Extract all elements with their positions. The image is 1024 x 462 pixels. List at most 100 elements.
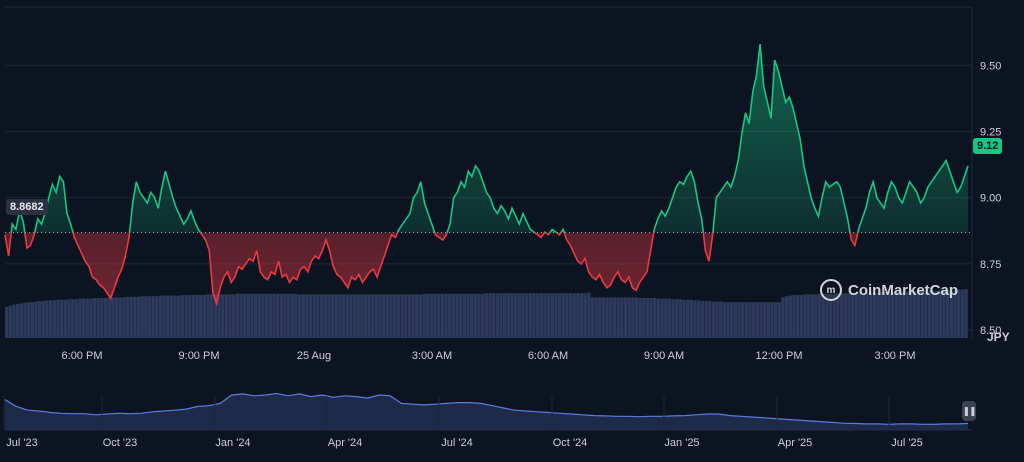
navigator-tick-label: Jan '25 xyxy=(664,437,699,449)
volume-bar xyxy=(773,302,778,338)
volume-bar xyxy=(283,293,287,338)
volume-bar xyxy=(722,302,727,338)
volume-bar xyxy=(275,293,280,338)
volume-bar xyxy=(345,294,349,338)
volume-bar xyxy=(598,297,602,338)
volume-bar xyxy=(843,293,847,338)
volume-bar xyxy=(52,300,56,338)
volume-bar xyxy=(122,297,126,338)
volume-bar xyxy=(949,290,954,338)
volume-bar xyxy=(528,293,532,338)
volume-bar xyxy=(26,302,31,338)
volume-bar xyxy=(561,293,565,338)
coinmarketcap-icon: m xyxy=(820,279,842,301)
volume-bar xyxy=(415,294,419,338)
volume-bar xyxy=(15,303,20,338)
volume-bar xyxy=(466,293,470,338)
volume-bar xyxy=(729,302,734,338)
volume-bar xyxy=(114,297,119,338)
volume-bar xyxy=(367,294,371,338)
y-tick-label: 9.00 xyxy=(980,193,1001,205)
volume-bar xyxy=(737,302,741,338)
volume-bar xyxy=(389,294,393,338)
volume-bar xyxy=(887,291,891,338)
volume-bar xyxy=(393,294,397,338)
area-below-baseline xyxy=(5,232,968,304)
navigator-tick-label: Apr '25 xyxy=(778,437,813,449)
volume-bar xyxy=(726,302,730,338)
volume-bar xyxy=(264,293,269,338)
volume-bar xyxy=(905,291,910,338)
volume-bar xyxy=(448,293,452,338)
x-tick-label: 3:00 AM xyxy=(412,350,452,362)
volume-bar xyxy=(627,297,631,338)
volume-bar xyxy=(554,293,558,338)
volume-bar xyxy=(228,294,232,338)
volume-bar xyxy=(5,306,9,338)
price-area xyxy=(5,44,968,304)
volume-bar xyxy=(689,299,694,338)
navigator-chart[interactable]: Jul '23 Oct '23 Jan '24 Apr '24 Jul '24 Oct '… xyxy=(0,388,1024,462)
volume-bar xyxy=(616,297,620,338)
navigator-tick-label: Oct '24 xyxy=(553,437,588,449)
volume-bar xyxy=(37,300,42,338)
volume-bar xyxy=(213,294,218,338)
coinmarketcap-logo: m CoinMarketCap xyxy=(820,279,958,301)
volume-bar xyxy=(576,293,580,338)
price-chart[interactable]: 9.50 9.25 9.00 8.75 8.50 6:00 PM 9:00 PM 25 Au… xyxy=(0,0,1024,388)
volume-bar xyxy=(759,302,763,338)
volume-bar xyxy=(686,299,690,338)
volume-bar xyxy=(374,294,379,338)
volume-bar xyxy=(107,297,111,338)
volume-bar xyxy=(788,295,792,338)
volume-bar xyxy=(638,297,642,338)
logo-text: CoinMarketCap xyxy=(848,281,959,299)
volume-bar xyxy=(488,293,492,338)
volume-bar xyxy=(338,294,342,338)
volume-bar xyxy=(642,297,646,338)
volume-bar xyxy=(858,292,862,338)
volume-bar xyxy=(697,300,701,338)
volume-bar xyxy=(378,294,382,338)
volume-bar xyxy=(169,295,174,338)
volume-bar xyxy=(532,293,536,338)
price-line xyxy=(4,44,969,307)
volume-bar xyxy=(850,293,855,338)
volume-bar xyxy=(129,296,133,338)
volume-bar xyxy=(470,293,474,338)
volume-bar xyxy=(938,290,943,338)
volume-bar xyxy=(118,297,122,338)
volume-bar xyxy=(305,294,309,338)
volume-bar xyxy=(23,302,27,338)
navigator-tick-label: Jan '24 xyxy=(215,437,250,449)
volume-bar xyxy=(587,292,591,338)
volume-bar xyxy=(806,294,811,338)
volume-bar xyxy=(836,293,840,338)
pause-handle-icon[interactable]: ❚❚ xyxy=(962,401,977,421)
volume-bar xyxy=(876,292,880,338)
volume-bar xyxy=(828,293,833,338)
navigator-tick-label: Jul '24 xyxy=(441,437,472,449)
navigator-line xyxy=(4,392,969,425)
volume-bar xyxy=(539,293,543,338)
volume-bar xyxy=(766,302,770,338)
volume-bar xyxy=(660,298,664,338)
volume-bar xyxy=(605,297,609,338)
volume-bar xyxy=(916,291,921,338)
volume-bar xyxy=(792,294,796,338)
volume-bar xyxy=(243,293,247,338)
volume-bar xyxy=(100,297,104,338)
volume-bar xyxy=(356,294,360,338)
y-tick-label: 8.75 xyxy=(980,259,1001,271)
volume-bar xyxy=(708,300,712,338)
volume-bar xyxy=(880,291,884,338)
volume-bar xyxy=(279,293,283,338)
volume-bar xyxy=(477,293,481,338)
volume-bar xyxy=(352,294,357,338)
volume-bar xyxy=(645,297,650,338)
volume-bar xyxy=(854,293,858,338)
volume-bar xyxy=(931,290,935,338)
x-tick-label: 12:00 PM xyxy=(755,350,802,362)
volume-bar xyxy=(195,294,199,338)
volume-bar xyxy=(510,293,514,338)
